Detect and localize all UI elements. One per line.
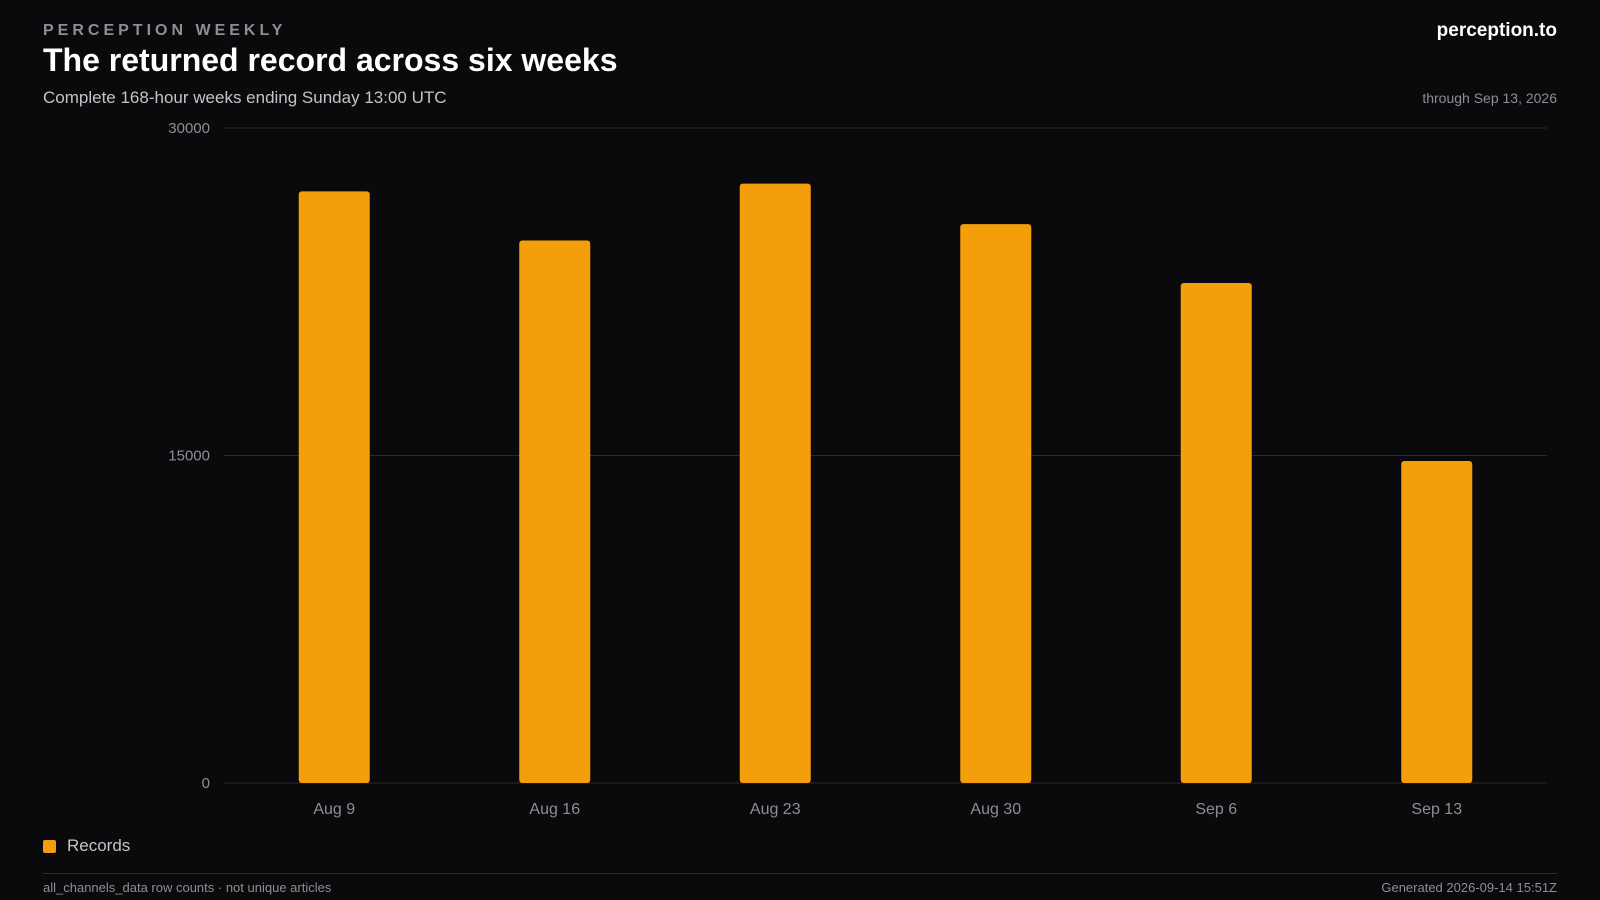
x-tick-label: Aug 30 [970, 801, 1021, 818]
footer-note: all_channels_data row counts · not uniqu… [43, 880, 332, 895]
chart-title: The returned record across six weeks [43, 42, 618, 78]
x-tick-label: Sep 13 [1411, 801, 1462, 818]
x-tick-label: Aug 9 [313, 801, 355, 818]
generated-timestamp: Generated 2026-09-14 15:51Z [1381, 880, 1557, 895]
bar [298, 191, 370, 784]
y-tick-label: 30000 [168, 120, 210, 137]
y-tick-label: 0 [202, 775, 210, 792]
date-range: through Sep 13, 2026 [1422, 90, 1557, 106]
bar [519, 240, 591, 784]
bar [960, 224, 1032, 784]
bar [1401, 460, 1473, 783]
x-tick-label: Aug 23 [750, 801, 801, 818]
bar [1180, 283, 1252, 783]
brand-link[interactable]: perception.to [1436, 20, 1557, 41]
footer-divider [43, 873, 1557, 874]
y-tick-label: 15000 [168, 448, 210, 465]
x-tick-label: Sep 6 [1195, 801, 1237, 818]
chart-subtitle: Complete 168-hour weeks ending Sunday 13… [43, 88, 447, 107]
x-tick-label: Aug 16 [529, 801, 580, 818]
bar [739, 183, 811, 784]
legend: Records [43, 836, 130, 856]
kicker: PERCEPTION WEEKLY [43, 22, 287, 39]
legend-label: Records [67, 836, 131, 855]
legend-swatch [43, 839, 56, 853]
bar-chart: 0 15000 30000 Aug 9 Aug 16 Aug 23 Aug 30 Sep 6 S… [168, 120, 1547, 818]
